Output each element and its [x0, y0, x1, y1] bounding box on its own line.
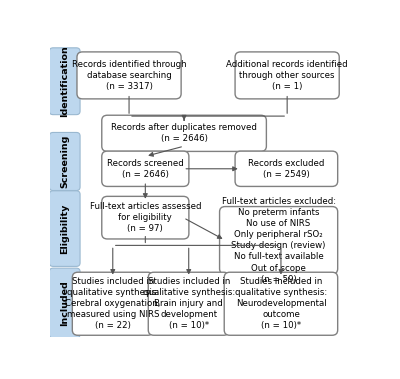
Text: Studies included in
qualitative synthesis:
Brain injury and
development
(n = 10): Studies included in qualitative synthesi… [142, 277, 235, 330]
FancyBboxPatch shape [220, 207, 338, 274]
FancyBboxPatch shape [235, 151, 338, 186]
Text: Full-text articles assessed
for eligibility
(n = 97): Full-text articles assessed for eligibil… [90, 202, 201, 233]
Text: Records excluded
(n = 2549): Records excluded (n = 2549) [248, 159, 324, 179]
FancyBboxPatch shape [49, 191, 80, 266]
FancyBboxPatch shape [49, 268, 80, 338]
Text: Full-text articles excluded:
No preterm infants
No use of NIRS
Only peripheral r: Full-text articles excluded: No preterm … [222, 197, 336, 283]
Text: Eligibility: Eligibility [60, 203, 69, 254]
Text: Studies included in
qualitative synthesis:
Cerebral oxygenation,
measured using : Studies included in qualitative synthesi… [65, 277, 160, 330]
FancyBboxPatch shape [224, 272, 338, 335]
FancyBboxPatch shape [235, 52, 339, 99]
Text: Studies included in
qualitative synthesis:
Neurodevelopmental
outcome
(n = 10)*: Studies included in qualitative synthesi… [235, 277, 327, 330]
FancyBboxPatch shape [72, 272, 153, 335]
FancyBboxPatch shape [102, 115, 266, 152]
Text: Included: Included [60, 280, 69, 326]
FancyBboxPatch shape [102, 196, 189, 239]
Text: Screening: Screening [60, 135, 69, 188]
Text: Records screened
(n = 2646): Records screened (n = 2646) [107, 159, 184, 179]
Text: Records identified through
database searching
(n = 3317): Records identified through database sear… [72, 60, 186, 91]
FancyBboxPatch shape [102, 151, 189, 186]
FancyBboxPatch shape [77, 52, 181, 99]
Text: Identification: Identification [60, 45, 69, 117]
Text: Additional records identified
through other sources
(n = 1): Additional records identified through ot… [226, 60, 348, 91]
FancyBboxPatch shape [49, 132, 80, 191]
FancyBboxPatch shape [49, 48, 80, 114]
FancyBboxPatch shape [148, 272, 229, 335]
Text: Records after duplicates removed
(n = 2646): Records after duplicates removed (n = 26… [111, 123, 257, 143]
